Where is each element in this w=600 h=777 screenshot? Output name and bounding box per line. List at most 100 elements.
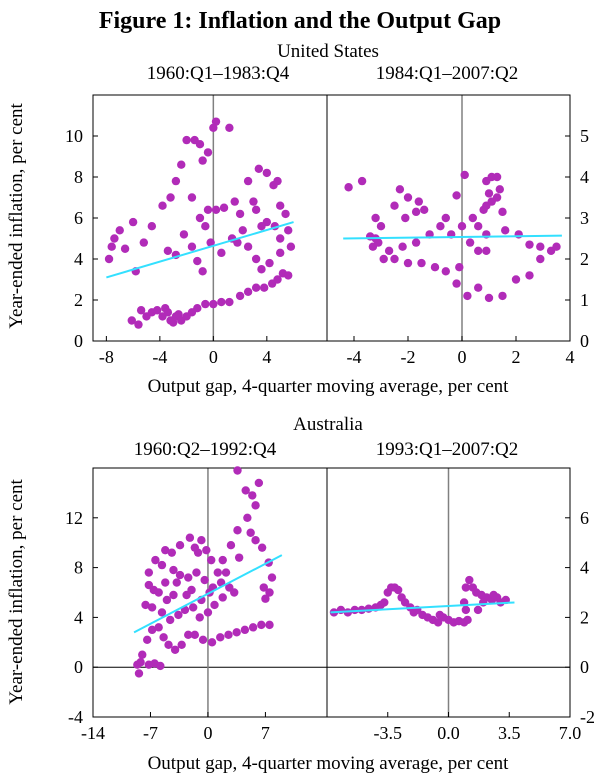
data-point-us-left [152,306,162,315]
trend-line-us-left [106,221,294,279]
y-axis-label-au: Year-ended inflation, per cent [6,478,27,704]
plot-area-australia: -4 0 4 8 12 -2 0 2 4 6 -14 -7 0 7 -3.5 0.0 3.5 7.0 [65,466,595,743]
y-tick-label-right-us: 5 [580,126,589,146]
data-point-us-right [511,275,521,284]
y-tick-label-right-au: -2 [580,707,595,727]
x-tick-label-right-us: -4 [347,347,362,367]
data-point-us-right [441,213,450,223]
data-point-au-left [177,640,186,649]
data-point-au-left [175,570,185,580]
data-point-au-left [161,578,170,587]
data-point-au-right [479,598,488,607]
data-point-au-left [226,540,236,550]
data-point-us-left [139,238,149,247]
data-point-us-right [514,230,523,239]
data-point-au-left [233,466,242,475]
data-point-au-left [138,650,147,659]
data-point-us-left [203,148,213,157]
data-point-us-right [460,170,469,180]
data-point-us-left [187,193,197,202]
data-point-us-right [474,222,483,231]
data-point-au-left [213,568,222,577]
data-point-au-left [207,555,216,565]
x-tick-label-left-us: 0 [209,347,218,367]
data-point-us-left [276,234,285,243]
data-point-us-left [201,299,210,309]
y-tick-label-right-us: 3 [580,208,589,228]
period-label-us-right: 1984:Q1–2007:Q2 [376,63,519,84]
data-point-us-left [201,222,210,231]
data-point-au-left [200,575,209,585]
data-point-au-left [218,593,227,602]
data-point-au-left [216,633,225,642]
data-point-us-left [257,222,266,231]
data-point-us-left [235,209,245,219]
data-point-us-left [238,226,247,235]
data-point-us-left [254,164,264,173]
x-tick-label-right-au: 7.0 [559,723,582,743]
data-point-us-left [198,156,207,165]
data-point-au-left [157,560,167,570]
data-point-us-right [398,242,407,251]
data-point-au-left [184,630,193,640]
data-point-us-right [411,238,421,247]
y-tick-label-right-au: 0 [580,657,589,677]
data-point-au-left [156,661,165,671]
data-point-au-right [463,615,472,625]
x-tick-label-right-au: -3.5 [374,723,403,743]
data-point-us-right [344,183,353,192]
data-point-us-left [128,217,138,227]
data-point-us-left [281,209,290,219]
x-tick-label-left-au: 0 [203,723,212,743]
period-label-au-right: 1993:Q1–2007:Q2 [376,439,519,460]
data-point-us-left [107,242,116,251]
data-point-us-left [273,275,282,284]
data-point-us-right [492,193,502,202]
data-point-au-right [489,590,498,600]
y-tick-label-left-au: -4 [68,707,83,727]
data-point-au-left [154,623,163,632]
data-point-au-left [202,545,211,555]
data-point-au-left [172,578,181,587]
data-point-au-left [267,573,277,582]
data-point-us-left [187,242,197,251]
data-point-au-left [134,669,144,678]
data-point-au-left [192,568,201,577]
data-point-us-right [376,222,386,231]
data-point-us-left [115,226,124,235]
plot-frame-au [92,467,571,718]
data-point-au-left [151,555,160,565]
data-point-us-right [371,213,380,223]
x-tick-label-right-au: 3.5 [498,723,521,743]
data-point-us-right [390,201,399,210]
data-point-us-right [455,263,464,272]
data-point-us-right [414,197,423,206]
data-point-us-left [127,316,136,325]
data-point-us-left [276,201,285,210]
data-point-us-left [217,297,226,307]
data-point-us-right [498,291,507,301]
data-point-au-left [136,658,145,667]
country-title-australia: Australia [293,414,363,435]
data-point-us-left [233,238,242,247]
data-point-au-left [207,638,217,647]
data-point-us-right [420,205,429,214]
data-point-au-left [230,588,239,597]
data-point-au-left [232,628,241,637]
y-tick-label-left-us: 2 [74,290,83,310]
x-tick-label-right-us: 4 [566,347,575,367]
data-point-us-left [225,123,234,132]
y-axis-label-us: Year-ended inflation, per cent [6,102,27,328]
data-point-au-left [216,578,226,587]
data-point-us-right [417,258,426,268]
figure-title: Figure 1: Inflation and the Output Gap [99,8,501,34]
data-point-us-left [259,283,269,292]
data-point-us-left [134,320,143,329]
data-point-us-left [251,205,261,214]
data-point-us-left [110,234,119,243]
data-point-us-right [474,283,483,292]
chart-australia: Australia 1960:Q2–1992:Q4 1993:Q1–2007:Q… [6,414,595,774]
data-point-au-right [461,583,471,592]
data-point-au-left [185,533,195,542]
data-point-au-right [465,575,474,585]
